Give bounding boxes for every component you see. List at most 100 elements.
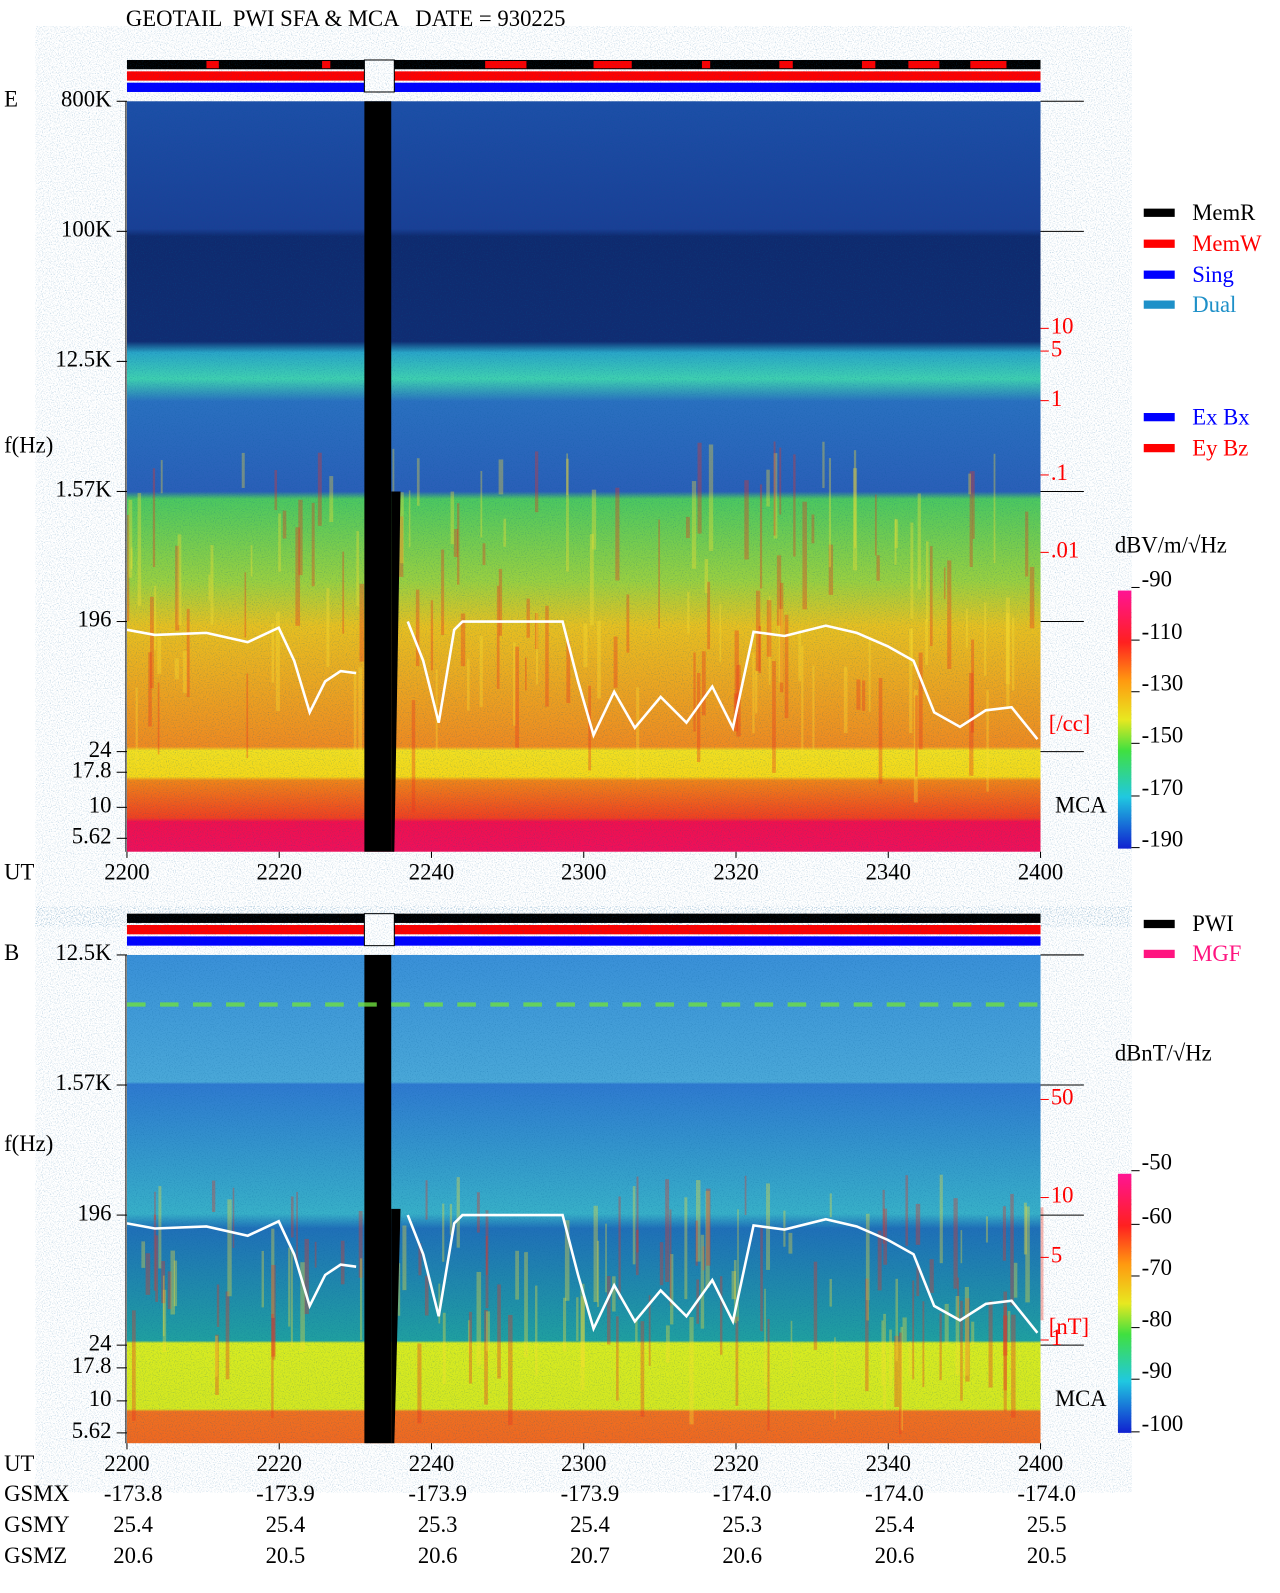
spectrogram-streak (580, 1283, 585, 1391)
spectrogram-streak (759, 484, 763, 589)
spectrogram-streak (566, 641, 571, 704)
freq-tick-label: 17.8 (72, 1353, 112, 1378)
component-legend-swatch (1143, 413, 1175, 422)
spectrogram-streak (162, 1275, 165, 1337)
time-tick-label: 2200 (104, 1451, 149, 1476)
spectrogram-streak (535, 1285, 538, 1376)
spectrogram-streak (925, 619, 929, 666)
spectrogram-streak (960, 1230, 963, 1264)
spectrogram-streak (329, 476, 334, 522)
spectrogram-streak (278, 513, 281, 572)
component-legend-label: Ex Bx (1192, 404, 1250, 429)
spectrogram-streak (691, 481, 697, 569)
spectrogram-streak (1003, 1291, 1008, 1391)
spectrogram-streak (798, 629, 802, 682)
memory-legend-label: MemR (1192, 200, 1256, 225)
spectrogram-streak (695, 1220, 698, 1266)
spectrogram-streak (153, 1214, 157, 1291)
orbit-value: 20.6 (418, 1543, 458, 1568)
spectrogram-streak (534, 451, 539, 513)
spectrogram-streak (883, 1208, 888, 1265)
spectrogram-streak (868, 636, 871, 712)
density-unit: [/cc] (1049, 711, 1091, 736)
spectrogram-streak (295, 527, 301, 626)
spectrogram-streak (733, 1260, 737, 1324)
spectrogram-streak (498, 568, 503, 636)
spectrogram-streak (706, 1188, 711, 1266)
spectrogram-streak (157, 637, 162, 675)
spectrogram-streak (636, 1176, 639, 1253)
spectrogram-streak (418, 1243, 422, 1276)
freq-tick-label: 100K (61, 217, 112, 242)
freq-tick-label: 5.62 (72, 1418, 112, 1443)
spectrogram-streak (913, 689, 918, 803)
spectrogram-streak (971, 639, 975, 733)
spectrogram-streak (778, 609, 784, 683)
spectrogram-streak (216, 1284, 220, 1327)
time-tick-label: 2240 (409, 860, 454, 885)
freq-tick-label: 24 (89, 737, 112, 762)
spectrogram-streak (894, 1335, 899, 1408)
density-tick-label: .01 (1051, 538, 1079, 563)
spectrogram-streak (563, 1297, 567, 1352)
orbit-value: -174.0 (713, 1481, 772, 1506)
panel-label: E (4, 86, 18, 111)
spectrogram-streak (1010, 1193, 1014, 1306)
spectrogram-streak (969, 672, 974, 776)
orbit-value: -173.9 (561, 1481, 620, 1506)
spectrogram-streak (707, 581, 711, 650)
spectrogram-streak (485, 1311, 490, 1352)
time-tick-label: 2240 (409, 1451, 454, 1476)
spectrogram-streak (984, 602, 987, 677)
orbit-value: 25.4 (875, 1512, 915, 1537)
data-gap-edge (391, 1208, 401, 1444)
source-legend-swatch (1143, 949, 1175, 959)
status-mark (206, 61, 219, 69)
spectrogram-streak (1040, 1207, 1044, 1321)
spectrogram-streak (296, 1191, 298, 1262)
memory-legend-label: MemW (1192, 231, 1262, 256)
spectrogram-streak (442, 1203, 445, 1262)
spectrogram-streak (957, 1277, 959, 1321)
spectrogram-streak (161, 1261, 166, 1304)
spectrogram-streak (274, 470, 278, 511)
spectrogram-streak (261, 1250, 264, 1308)
spectrogram-streak (615, 487, 620, 581)
spectrogram-streak (986, 690, 989, 792)
spectrogram-streak (939, 1313, 942, 1381)
time-tick-label: 2340 (866, 1451, 911, 1476)
memory-legend-swatch (1143, 270, 1175, 279)
colorbar-tick-label: -150 (1142, 722, 1184, 747)
memory-legend-swatch (1143, 300, 1175, 309)
status-bar (126, 59, 1041, 70)
status-gap (363, 59, 395, 93)
density-tick-label: 10 (1051, 1183, 1074, 1208)
spectrogram-streak (485, 1235, 488, 1276)
density-tick-label: 5 (1051, 336, 1062, 361)
spectrogram-streak (908, 1341, 912, 1377)
spectrogram-streak (154, 585, 157, 651)
spectrogram-streak (900, 1326, 903, 1431)
spectrogram-streak (665, 1325, 670, 1363)
spectrogram-streak (430, 600, 434, 671)
spectrogram-streak (591, 489, 597, 550)
spectrogram-streak (773, 441, 776, 536)
spectrogram-streak (411, 700, 416, 813)
spectrogram-streak (160, 460, 163, 494)
orbit-value: 20.7 (570, 1543, 610, 1568)
spectrogram-streak (288, 1247, 291, 1327)
spectrogram-streak (1025, 1206, 1030, 1303)
y-axis-label: f(Hz) (4, 1131, 53, 1156)
spectrogram-streak (877, 1230, 882, 1291)
spectrogram-streak (589, 534, 594, 626)
time-tick-label: 2400 (1018, 860, 1063, 885)
spectrogram-streak (968, 473, 972, 495)
spectrogram-streak (905, 1175, 909, 1246)
spectrogram-streak (734, 630, 739, 710)
spectrogram-streak (944, 1303, 949, 1346)
spectrogram-streak (755, 670, 758, 714)
spectrogram-streak (773, 453, 778, 539)
spectrogram-streak (943, 567, 946, 600)
spectrogram-streak (670, 1254, 674, 1325)
